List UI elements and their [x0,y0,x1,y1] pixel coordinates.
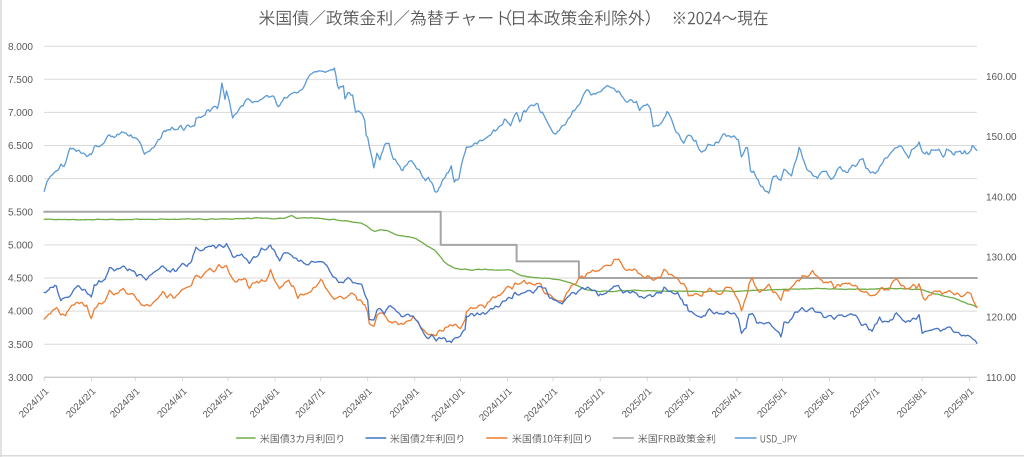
svg-text:140.00: 140.00 [986,192,1017,203]
svg-text:150.00: 150.00 [986,132,1017,143]
svg-text:7.500: 7.500 [8,75,33,86]
svg-text:3.500: 3.500 [8,340,33,351]
svg-text:110.00: 110.00 [986,373,1016,384]
svg-text:160.00: 160.00 [986,72,1017,83]
svg-text:3.000: 3.000 [8,373,33,384]
svg-text:130.00: 130.00 [986,253,1017,264]
svg-text:5.000: 5.000 [8,241,33,252]
svg-text:4.000: 4.000 [8,307,33,318]
svg-text:8.000: 8.000 [8,42,33,53]
svg-text:6.500: 6.500 [8,141,33,152]
svg-text:5.500: 5.500 [8,207,33,218]
svg-text:4.500: 4.500 [8,274,33,285]
svg-text:6.000: 6.000 [8,174,33,185]
svg-text:120.00: 120.00 [986,313,1017,324]
svg-text:7.000: 7.000 [8,108,33,119]
